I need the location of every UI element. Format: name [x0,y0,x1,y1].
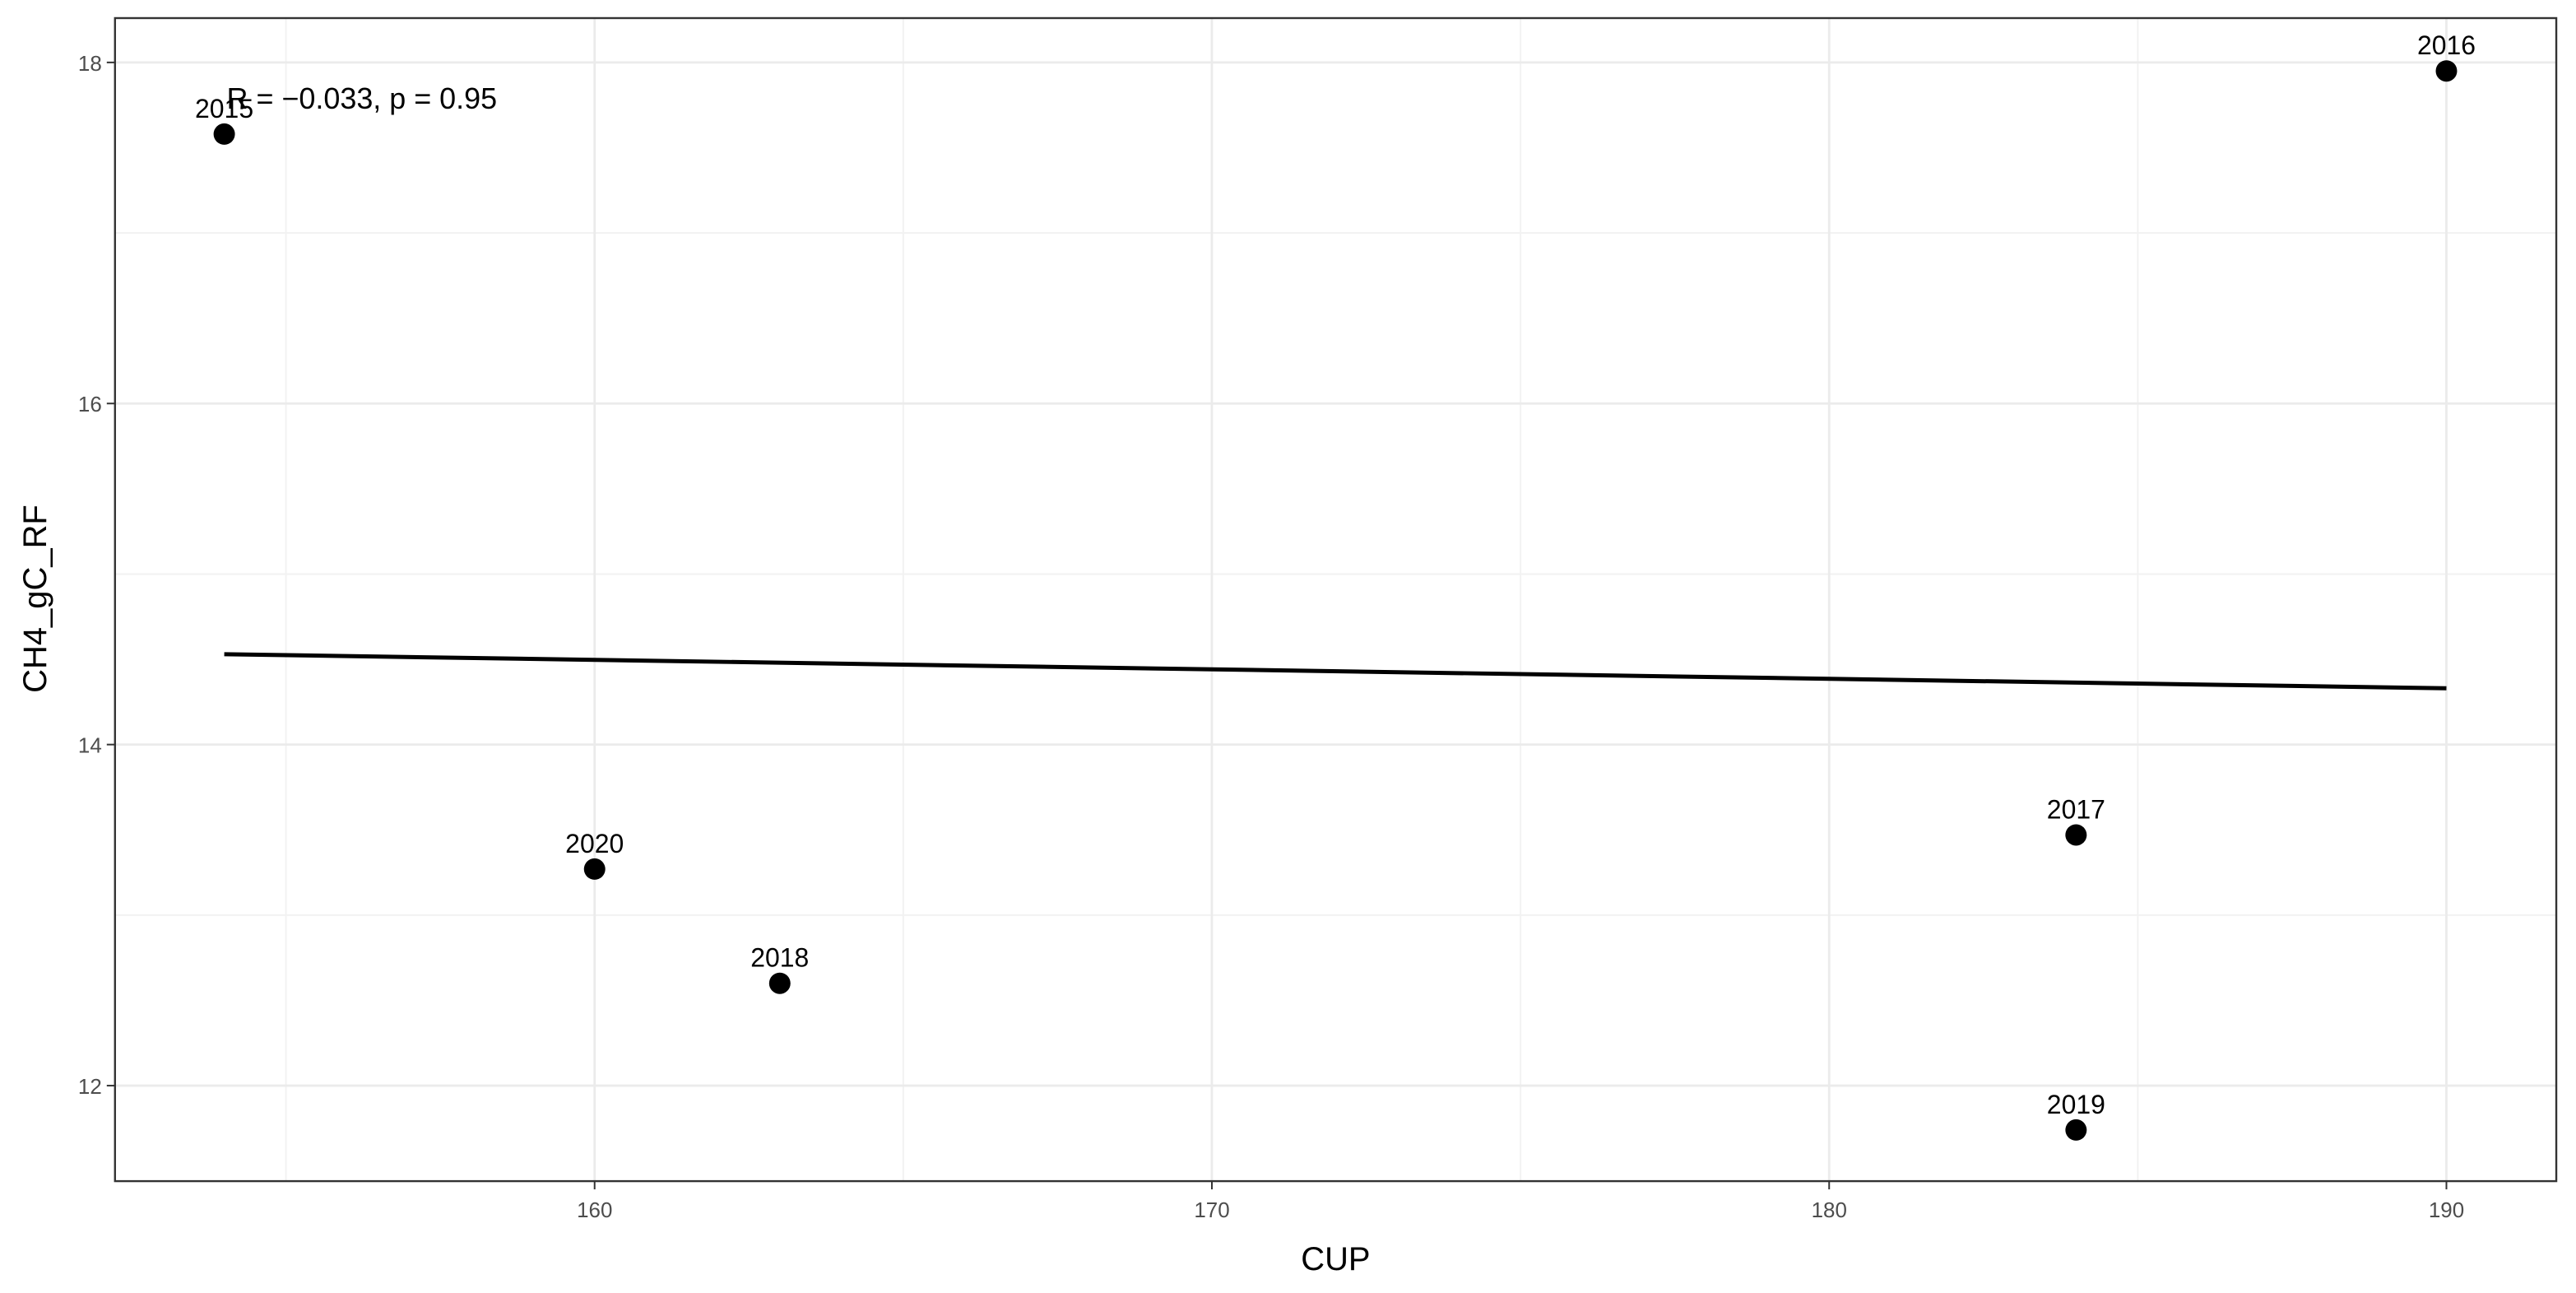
annotation: R = −0.033, p = 0.95 [227,81,498,115]
x-tick-label: 180 [1812,1198,1847,1222]
point [768,972,791,994]
point-label: 2020 [565,829,624,858]
fit-line [224,652,2447,691]
point-label: 2017 [2047,794,2105,824]
point [2435,60,2458,82]
x-tick-label: 190 [2429,1198,2464,1222]
point [2065,1119,2087,1141]
y-axis-title: CH4_gC_RF [17,505,53,693]
point-label: 2019 [2047,1090,2105,1119]
x-tick-label: 160 [577,1198,612,1222]
point [583,858,606,880]
y-tick-label: 16 [78,392,102,416]
point-label: 2016 [2417,30,2476,60]
point-label: 2018 [750,943,809,973]
y-tick-label: 14 [78,733,102,758]
x-axis-title: CUP [1301,1241,1370,1277]
y-tick-label: 18 [78,51,102,76]
x-tick-label: 170 [1194,1198,1229,1222]
y-tick-label: 12 [78,1074,102,1099]
point [213,123,235,145]
point-label: 2015 [195,94,253,123]
point [2065,824,2087,846]
panel-border [114,16,2558,1183]
